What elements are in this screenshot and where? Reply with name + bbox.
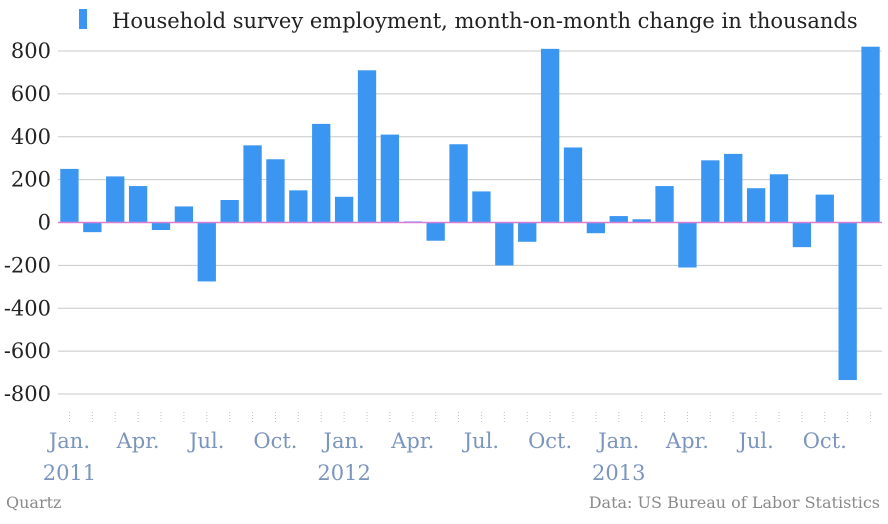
bar [815, 194, 834, 223]
bar [449, 144, 468, 223]
y-tick-label: 400 [11, 125, 51, 149]
y-axis: 800 600 400 200 0 -200 -400 -600 -800 [4, 39, 51, 406]
bar [197, 222, 216, 282]
x-tick-year-label: 2012 [317, 461, 370, 485]
gridlines [58, 50, 882, 395]
bar [563, 147, 583, 223]
footer-source-left: Quartz [6, 493, 61, 512]
bar [495, 222, 514, 266]
x-tick-label: Apr. [665, 429, 709, 453]
bar [243, 145, 262, 223]
y-tick-label: 800 [11, 39, 51, 63]
bar [106, 176, 125, 223]
y-tick-label: -600 [4, 339, 51, 363]
footer-source-right: Data: US Bureau of Labor Statistics [589, 493, 880, 512]
x-tick-label: Jul. [462, 429, 499, 453]
x-tick-label: Oct. [803, 429, 847, 453]
x-tick-label: Jul. [736, 429, 773, 453]
bar [151, 222, 171, 231]
x-tick-label: Jan. [596, 429, 639, 453]
bar [861, 46, 880, 223]
bar [792, 222, 812, 248]
legend: Household survey employment, month-on-mo… [79, 9, 858, 33]
x-tick-year-label: 2013 [592, 461, 645, 485]
bar [174, 206, 194, 223]
bar [609, 216, 628, 223]
legend-swatch [79, 9, 87, 29]
bar [632, 219, 651, 223]
bar [678, 222, 697, 268]
y-tick-label: 200 [11, 168, 51, 192]
bar [540, 48, 560, 223]
x-axis: Jan. 2011 Apr. Jul. Oct. Jan. 2012 Apr. Jul. Oct.… [43, 412, 872, 485]
bar [289, 190, 308, 223]
bars [60, 46, 880, 381]
bar [655, 186, 674, 223]
x-tick-label: Jan. [322, 429, 365, 453]
bar [701, 160, 720, 223]
bar [266, 159, 285, 223]
bar [518, 222, 537, 242]
y-tick-label: -400 [4, 296, 51, 320]
bar [357, 70, 377, 223]
x-tick-label: Jul. [187, 429, 224, 453]
bar [60, 168, 79, 223]
x-tick-label: Jan. [47, 429, 90, 453]
x-tick-label: Apr. [390, 429, 434, 453]
legend-label: Household survey employment, month-on-mo… [112, 9, 858, 33]
y-tick-label: 0 [38, 211, 51, 235]
x-tick-label: Oct. [253, 429, 297, 453]
bar [312, 123, 331, 223]
x-tick-year-label: 2011 [43, 461, 96, 485]
y-tick-label: -800 [4, 382, 51, 406]
y-tick-label: -200 [4, 253, 51, 277]
bar [426, 222, 445, 241]
bar [586, 222, 606, 234]
bar [472, 191, 491, 223]
bar [380, 134, 400, 223]
bar [83, 222, 102, 233]
bar [334, 196, 354, 223]
bar [724, 153, 743, 223]
x-tick-label: Oct. [528, 429, 572, 453]
y-tick-label: 600 [11, 82, 51, 106]
x-tick-label: Apr. [116, 429, 160, 453]
bar [220, 199, 239, 223]
bar [838, 222, 857, 381]
bar [128, 186, 148, 223]
bar [746, 188, 766, 223]
bar [769, 174, 789, 223]
